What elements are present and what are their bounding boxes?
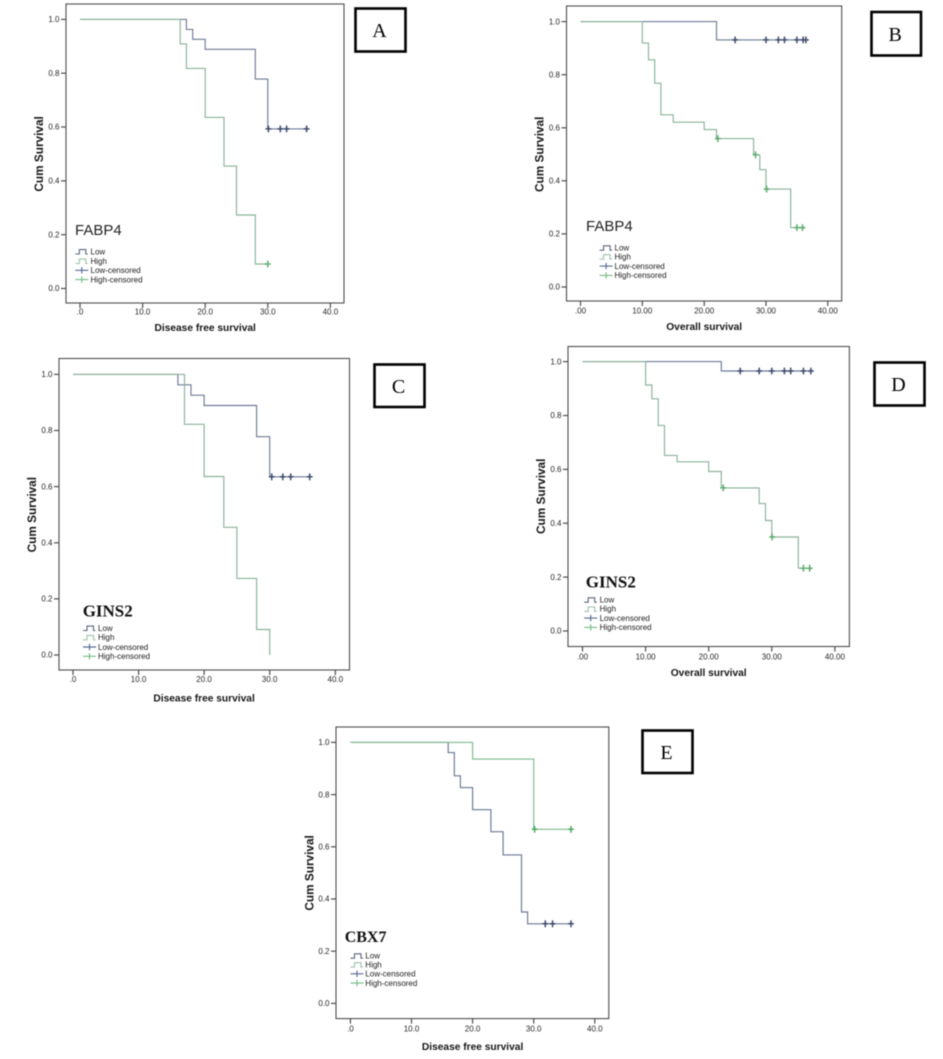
svg-text:0.6: 0.6: [550, 465, 562, 474]
svg-text:0.4: 0.4: [41, 539, 53, 548]
svg-text:10.0: 10.0: [131, 675, 147, 684]
svg-text:40.0: 40.0: [323, 308, 339, 317]
svg-text:GINS2: GINS2: [586, 573, 636, 592]
svg-text:40.00: 40.00: [825, 652, 846, 661]
svg-text:0.2: 0.2: [550, 573, 562, 582]
svg-text:1.0: 1.0: [549, 17, 561, 26]
svg-text:30.0: 30.0: [260, 308, 276, 317]
svg-text:High: High: [600, 605, 616, 614]
svg-text:.00: .00: [575, 307, 587, 316]
svg-text:Cum Survival: Cum Survival: [303, 835, 317, 910]
svg-text:0.0: 0.0: [549, 283, 561, 292]
svg-text:Disease free survival: Disease free survival: [422, 1042, 524, 1053]
svg-text:10.0: 10.0: [404, 1025, 420, 1034]
svg-text:Low: Low: [91, 247, 106, 256]
svg-text:High: High: [365, 960, 381, 969]
svg-text:10.00: 10.00: [636, 652, 657, 661]
svg-text:0.2: 0.2: [549, 230, 561, 239]
svg-text:0.6: 0.6: [41, 482, 53, 491]
svg-text:High: High: [91, 257, 107, 266]
svg-text:Low: Low: [98, 624, 113, 633]
svg-text:20.00: 20.00: [694, 307, 715, 316]
svg-text:0.0: 0.0: [318, 999, 330, 1008]
svg-text:30.0: 30.0: [526, 1025, 542, 1034]
svg-text:High: High: [615, 252, 631, 261]
svg-text:High-censored: High-censored: [365, 979, 417, 988]
svg-text:0.8: 0.8: [41, 426, 53, 435]
svg-text:.00: .00: [577, 652, 589, 661]
svg-text:1.0: 1.0: [318, 738, 330, 747]
svg-text:Low: Low: [600, 596, 615, 605]
svg-text:1.0: 1.0: [48, 15, 60, 24]
svg-text:Disease free survival: Disease free survival: [153, 694, 255, 705]
svg-text:D: D: [891, 374, 905, 396]
svg-text:30.0: 30.0: [262, 675, 278, 684]
svg-text:Cum Survival: Cum Survival: [25, 477, 39, 552]
svg-text:A: A: [372, 20, 387, 42]
svg-text:20.0: 20.0: [196, 675, 212, 684]
svg-text:0.6: 0.6: [549, 124, 561, 133]
svg-text:Low: Low: [365, 952, 380, 961]
svg-text:Overall survival: Overall survival: [671, 668, 747, 679]
svg-text:0.0: 0.0: [48, 284, 60, 293]
svg-text:B: B: [889, 24, 902, 46]
svg-text:10.0: 10.0: [135, 308, 151, 317]
svg-text:0.0: 0.0: [550, 627, 562, 636]
svg-text:C: C: [392, 376, 405, 398]
svg-text:30.00: 30.00: [762, 652, 783, 661]
svg-text:Low-censored: Low-censored: [365, 970, 415, 979]
svg-text:1.0: 1.0: [41, 370, 53, 379]
svg-text:40.0: 40.0: [328, 675, 344, 684]
svg-text:Low-censored: Low-censored: [98, 643, 148, 652]
svg-text:Cum Survival: Cum Survival: [533, 117, 547, 192]
svg-text:0.4: 0.4: [48, 177, 60, 186]
svg-text:1.0: 1.0: [550, 357, 562, 366]
svg-text:.0: .0: [77, 308, 84, 317]
svg-text:High-censored: High-censored: [91, 275, 143, 284]
svg-text:0.4: 0.4: [549, 177, 561, 186]
svg-text:Low-censored: Low-censored: [615, 262, 665, 271]
svg-text:High-censored: High-censored: [615, 271, 667, 280]
svg-text:Cum Survival: Cum Survival: [32, 116, 46, 191]
svg-text:0.8: 0.8: [550, 411, 562, 420]
svg-text:FABP4: FABP4: [586, 218, 633, 235]
svg-text:0.8: 0.8: [549, 70, 561, 79]
svg-text:0.2: 0.2: [318, 947, 330, 956]
svg-text:20.00: 20.00: [699, 652, 720, 661]
svg-text:0.2: 0.2: [48, 230, 60, 239]
svg-text:0.2: 0.2: [41, 595, 53, 604]
svg-text:0.4: 0.4: [550, 519, 562, 528]
svg-text:E: E: [660, 742, 672, 764]
svg-text:0.8: 0.8: [318, 790, 330, 799]
svg-text:GINS2: GINS2: [83, 602, 133, 621]
svg-text:High: High: [98, 633, 114, 642]
svg-text:.0: .0: [70, 675, 77, 684]
svg-text:FABP4: FABP4: [75, 222, 122, 239]
svg-text:High-censored: High-censored: [98, 652, 150, 661]
svg-text:Low: Low: [615, 244, 630, 253]
svg-text:0.6: 0.6: [48, 123, 60, 132]
svg-text:.0: .0: [347, 1025, 354, 1034]
svg-text:30.00: 30.00: [756, 307, 777, 316]
svg-text:0.4: 0.4: [318, 895, 330, 904]
svg-text:Low-censored: Low-censored: [91, 266, 141, 275]
svg-text:Disease free survival: Disease free survival: [155, 323, 257, 334]
svg-text:40.0: 40.0: [587, 1025, 603, 1034]
svg-text:0.8: 0.8: [48, 69, 60, 78]
svg-text:0.0: 0.0: [41, 651, 53, 660]
svg-text:20.0: 20.0: [465, 1025, 481, 1034]
svg-text:CBX7: CBX7: [345, 929, 387, 946]
svg-text:Low-censored: Low-censored: [600, 614, 650, 623]
svg-text:0.6: 0.6: [318, 843, 330, 852]
svg-text:10.00: 10.00: [632, 307, 653, 316]
svg-text:Cum Survival: Cum Survival: [534, 459, 548, 534]
svg-text:20.0: 20.0: [197, 308, 213, 317]
svg-text:40.00: 40.00: [818, 307, 839, 316]
svg-text:Overall survival: Overall survival: [666, 322, 742, 333]
svg-text:High-censored: High-censored: [600, 623, 652, 632]
